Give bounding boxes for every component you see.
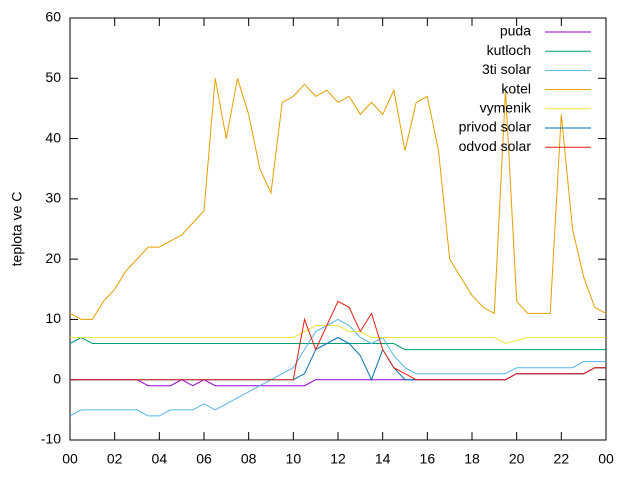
legend-label: odvod solar <box>459 138 532 154</box>
legend-label: kotel <box>501 80 531 96</box>
x-tick-label: 04 <box>152 451 168 467</box>
series-line <box>69 318 606 417</box>
series-line <box>69 78 607 320</box>
y-tick-label: 20 <box>45 250 61 266</box>
series-line <box>70 367 606 387</box>
x-tick-label: 02 <box>107 451 123 467</box>
series-line <box>70 325 606 345</box>
y-tick-label: 0 <box>53 370 61 386</box>
legend-label: 3ti solar <box>482 61 531 77</box>
y-tick-label: 30 <box>45 190 61 206</box>
y-tick-label: 10 <box>45 310 61 326</box>
y-tick-label: -10 <box>41 431 61 447</box>
y-tick-label: 40 <box>45 129 61 145</box>
x-tick-label: 20 <box>509 451 525 467</box>
x-tick-label: 14 <box>375 451 391 467</box>
x-tick-label: 18 <box>464 451 480 467</box>
x-tick-label: 06 <box>196 451 212 467</box>
legend-label: privod solar <box>459 119 532 135</box>
y-axis-label: teplota ve C <box>9 192 25 267</box>
x-tick-label: 08 <box>241 451 257 467</box>
series-line <box>69 336 606 351</box>
plot-frame <box>69 17 607 441</box>
x-tick-label: 22 <box>554 451 570 467</box>
y-tick-label: 60 <box>45 9 61 25</box>
x-tick-label: 10 <box>286 451 302 467</box>
x-tick-label: 00 <box>598 451 614 467</box>
x-tick-label: 12 <box>330 451 346 467</box>
x-tick-label: 16 <box>420 451 436 467</box>
legend-label: vymenik <box>480 100 532 116</box>
y-tick-label: 50 <box>45 69 61 85</box>
series-line <box>70 300 606 381</box>
legend-label: kutloch <box>487 42 531 58</box>
x-tick-label: 00 <box>62 451 78 467</box>
legend-label: puda <box>500 23 531 39</box>
